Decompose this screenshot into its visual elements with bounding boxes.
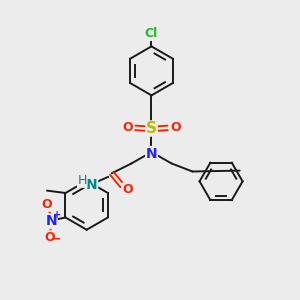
Text: O: O xyxy=(41,198,52,211)
Text: O: O xyxy=(170,122,181,134)
Text: O: O xyxy=(122,183,133,196)
Text: N: N xyxy=(146,147,157,160)
Text: +: + xyxy=(53,209,61,220)
Text: O: O xyxy=(44,231,55,244)
Text: −: − xyxy=(51,232,62,245)
Text: N: N xyxy=(86,178,98,192)
Text: Cl: Cl xyxy=(145,27,158,40)
Text: N: N xyxy=(45,214,57,228)
Text: H: H xyxy=(77,174,87,187)
Text: S: S xyxy=(146,121,157,136)
Text: O: O xyxy=(122,122,133,134)
